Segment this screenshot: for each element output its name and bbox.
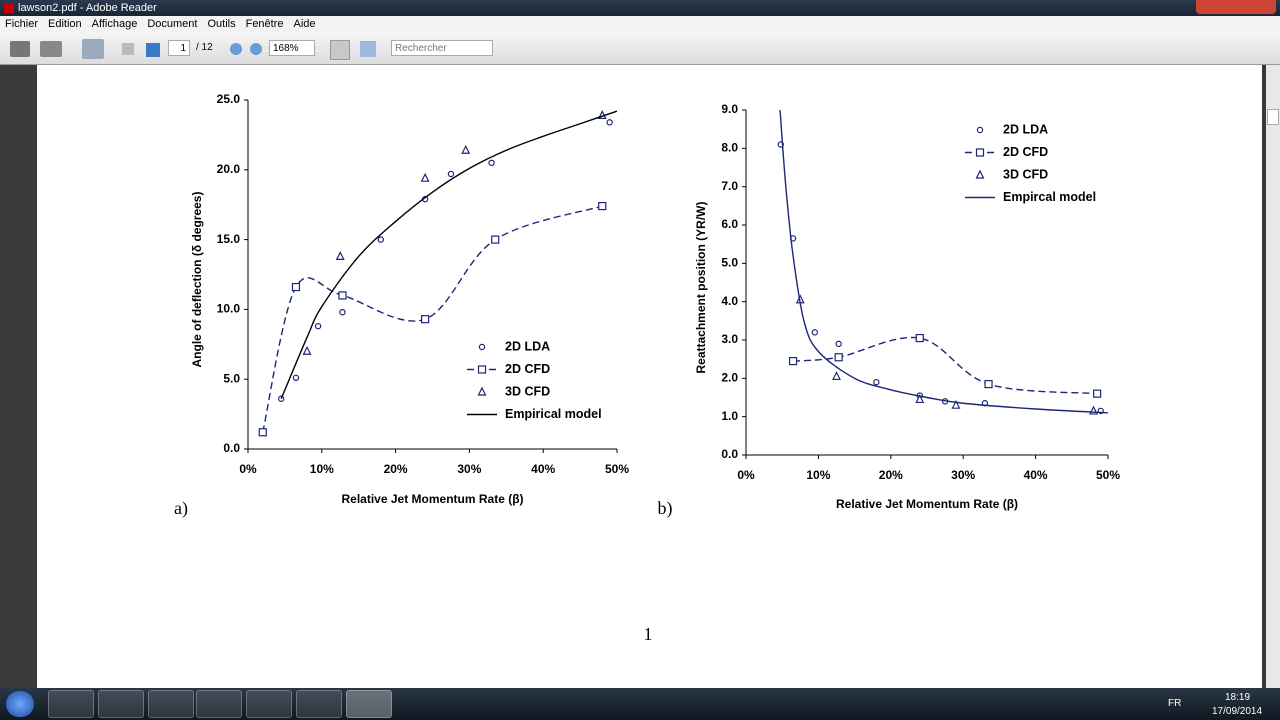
- prev-page[interactable]: [122, 43, 134, 55]
- zoom-in[interactable]: [250, 43, 262, 55]
- start-button[interactable]: [6, 691, 34, 717]
- menu-item[interactable]: Document: [147, 18, 198, 30]
- taskbar-app[interactable]: [246, 690, 292, 718]
- taskbar-app[interactable]: [296, 690, 342, 718]
- app-icon: [4, 3, 14, 13]
- menu-item[interactable]: Affichage: [91, 18, 138, 30]
- clock-date: 17/09/2014: [1212, 706, 1263, 717]
- menu-item[interactable]: Fenêtre: [245, 18, 284, 30]
- window-title: lawson2.pdf - Adobe Reader: [18, 2, 157, 14]
- menu-item[interactable]: Fichier: [5, 18, 39, 30]
- title-bar: lawson2.pdf - Adobe Reader: [0, 0, 1280, 16]
- zoom-input[interactable]: 168%: [269, 40, 315, 56]
- page-input[interactable]: 1: [168, 40, 190, 56]
- taskbar-app[interactable]: [98, 690, 144, 718]
- menu-bar: Fichier Edition Affichage Document Outils Fen…: [0, 16, 1280, 33]
- fit-width[interactable]: [330, 40, 350, 60]
- scrollbar[interactable]: [1266, 65, 1280, 688]
- toolbar: 1 / 12 168% Rechercher: [0, 33, 1280, 65]
- menu-item[interactable]: Edition: [48, 18, 82, 30]
- page-count: / 12: [196, 42, 213, 53]
- tools-button[interactable]: [82, 39, 104, 59]
- taskbar-app-active[interactable]: [346, 690, 392, 718]
- clock-time: 18:19: [1225, 692, 1251, 703]
- language: FR: [1168, 698, 1182, 709]
- zoom-out[interactable]: [230, 43, 242, 55]
- taskbar-app[interactable]: [48, 690, 94, 718]
- print-button[interactable]: [10, 41, 30, 57]
- pdf-page: [37, 65, 1262, 688]
- taskbar-app[interactable]: [196, 690, 242, 718]
- fit-page[interactable]: [360, 41, 376, 57]
- taskbar-app[interactable]: [148, 690, 194, 718]
- menu-item[interactable]: Aide: [293, 18, 316, 30]
- window-controls[interactable]: [1196, 0, 1276, 14]
- share-button[interactable]: [40, 41, 62, 57]
- menu-item[interactable]: Outils: [207, 18, 236, 30]
- search-box[interactable]: Rechercher: [391, 40, 493, 56]
- taskbar: FR 18:19 17/09/2014: [0, 688, 1280, 720]
- next-page[interactable]: [146, 43, 160, 57]
